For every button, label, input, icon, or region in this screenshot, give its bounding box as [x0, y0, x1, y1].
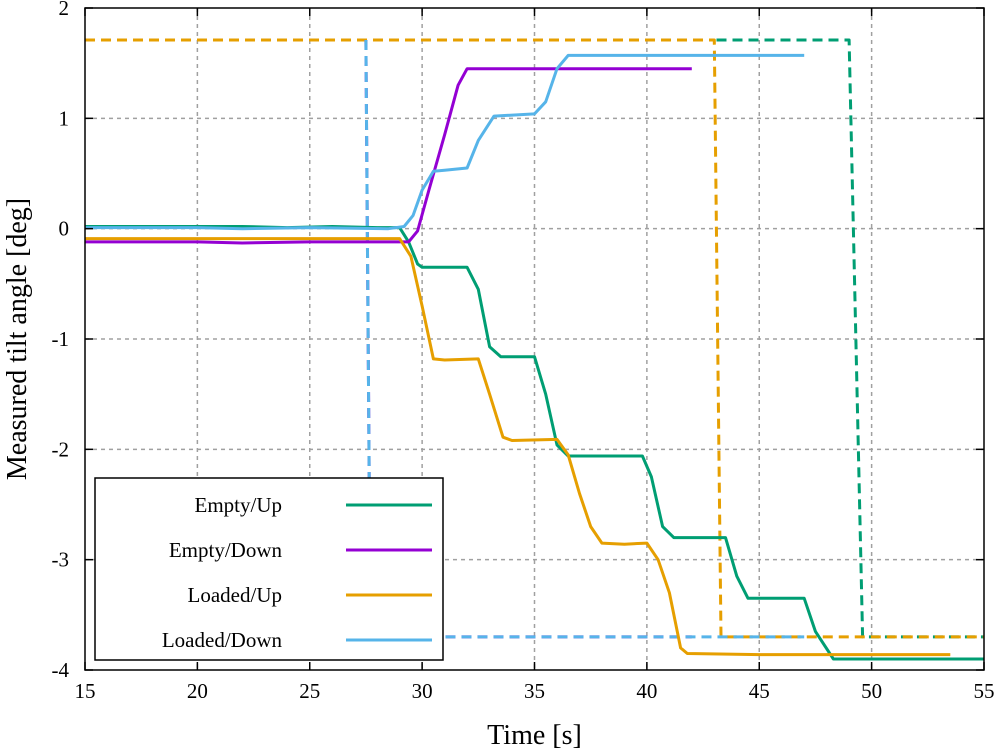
x-tick-label: 25 [299, 679, 320, 703]
x-tick-label: 15 [75, 679, 96, 703]
x-axis-label: Time [s] [487, 720, 582, 751]
legend-label: Empty/Down [169, 538, 283, 562]
x-tick-label: 30 [412, 679, 433, 703]
x-tick-label: 45 [749, 679, 770, 703]
y-tick-label: -4 [52, 658, 70, 682]
y-tick-label: 1 [59, 106, 70, 130]
y-tick-label: -3 [52, 548, 70, 572]
legend-label: Loaded/Down [162, 628, 283, 652]
y-axis-label: Measured tilt angle [deg] [2, 198, 33, 480]
x-tick-label: 20 [187, 679, 208, 703]
grid [85, 8, 984, 670]
legend: Empty/Up Empty/Down Loaded/Up Loaded/Down [94, 477, 444, 661]
series-line-loaded-down [85, 53, 805, 231]
x-tick-label: 40 [636, 679, 657, 703]
series-line-empty-down [85, 67, 692, 245]
x-tick-label: 35 [524, 679, 545, 703]
y-tick-label: 0 [59, 217, 70, 241]
x-tick-label: 55 [974, 679, 995, 703]
legend-box [94, 477, 444, 661]
y-tick-label: -2 [52, 437, 70, 461]
series-line-loaded-up [85, 237, 951, 657]
legend-label: Loaded/Up [188, 583, 282, 607]
x-tick-label: 50 [861, 679, 882, 703]
y-tick-label: 2 [59, 0, 70, 20]
axis-ticks: 15 20 25 30 35 40 45 50 55 -4 -3 -2 -1 0 1 2 [52, 0, 995, 703]
legend-label: Empty/Up [195, 493, 283, 517]
y-tick-label: -1 [52, 327, 70, 351]
